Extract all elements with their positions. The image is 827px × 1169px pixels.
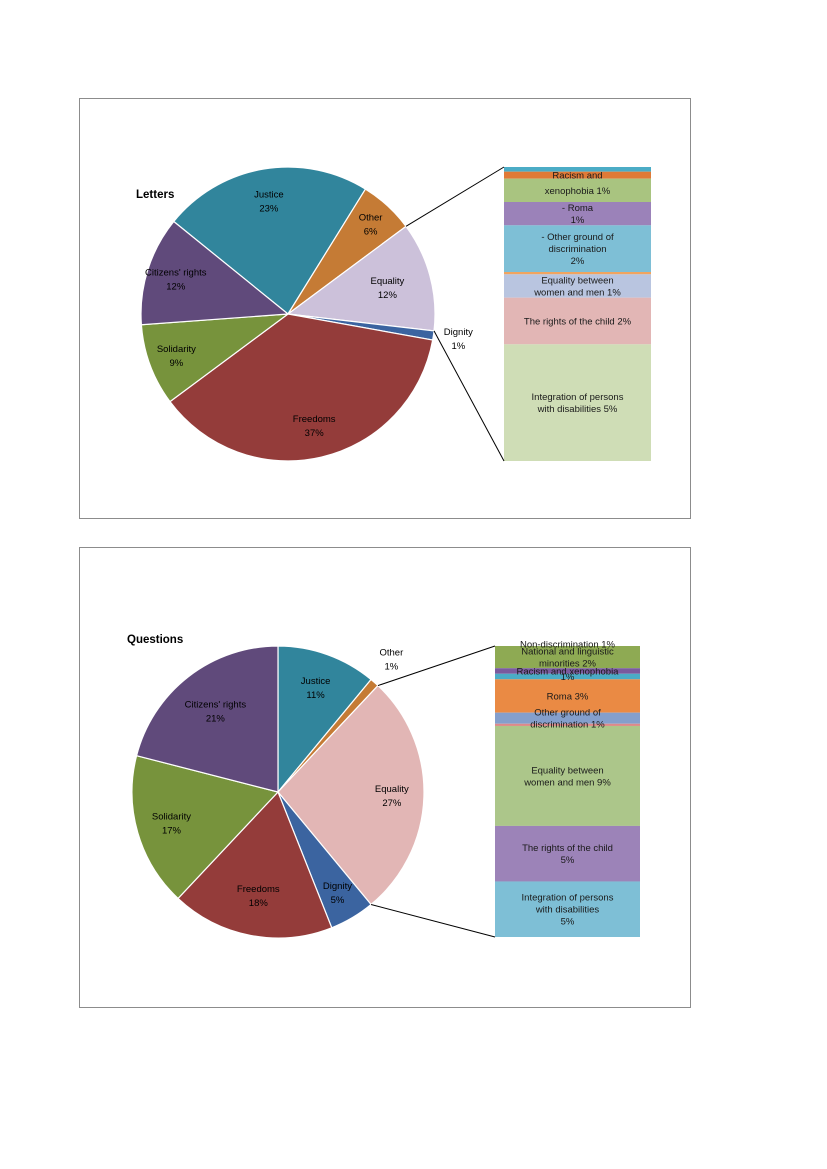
breakdown-label: Integration of persons with disabilities 5… (522, 893, 614, 928)
connector-line-top (377, 645, 496, 687)
breakdown-label: National and linguistic minorities 2% (521, 647, 614, 670)
letters-chart-frame: Letters Justice 23% Other 6% Equality 12% Dign… (79, 98, 691, 519)
slice-label-citizens-rights: Citizens' rights 21% (185, 700, 247, 725)
connector-line-bottom (370, 904, 496, 938)
breakdown-label: Equality between women and men 9% (523, 765, 611, 788)
breakdown-label: Integration of persons with disabilities … (532, 392, 624, 415)
breakdown-segment (504, 171, 651, 179)
pie-slice-citizens-rights (140, 220, 290, 326)
pie-slice-equality (277, 684, 425, 906)
questions-pie-chart: Questions Justice 11% Other 1% Equality 27% Di… (127, 634, 640, 939)
breakdown-label: Roma 3% (547, 691, 589, 702)
pie-slice-equality (286, 225, 436, 332)
slice-label-other: Other 1% (379, 648, 403, 673)
breakdown-segment (504, 225, 651, 272)
slice-label-dignity: Dignity 1% (444, 327, 473, 352)
slice-label-freedoms: Freedoms 37% (293, 414, 336, 439)
breakdown-label: Racism and xenophobia (517, 666, 620, 677)
slice-label-freedoms: Freedoms 18% (237, 884, 280, 909)
breakdown-segment (504, 274, 651, 298)
slice-label-dignity: Dignity 5% (323, 881, 352, 906)
pie-slice-justice (277, 645, 372, 794)
breakdown-segment (504, 202, 651, 226)
breakdown-segment (504, 167, 651, 172)
pie-slice-freedoms (177, 790, 333, 939)
pie-slice-freedoms (169, 313, 434, 462)
breakdown-label: Racism and (552, 171, 602, 182)
slice-label-other: Other 6% (359, 213, 383, 238)
breakdown-segment (495, 725, 640, 826)
breakdown-label: The rights of the child 2% (524, 317, 632, 328)
questions-chart-frame: Questions Justice 11% Other 1% Equality 27% Di… (79, 547, 691, 1008)
breakdown-segment (495, 668, 640, 674)
breakdown-segment (504, 344, 651, 461)
chart-title: Questions (127, 634, 183, 646)
slice-label-justice: Justice 23% (254, 189, 284, 214)
breakdown-segment (495, 723, 640, 726)
breakdown-segment (504, 272, 651, 275)
breakdown-label: Equality between women and men 1% (533, 276, 621, 299)
pie-slice-solidarity (131, 754, 280, 900)
breakdown-segment (495, 673, 640, 680)
breakdown-label: Other ground of discrimination 1% (530, 708, 605, 731)
slice-label-solidarity: Solidarity 17% (152, 811, 191, 836)
pie-slice-citizens-rights (135, 645, 279, 793)
breakdown-segment (495, 646, 640, 669)
slice-label-citizens-rights: Citizens' rights 12% (145, 267, 207, 292)
slice-label-equality: Equality 27% (375, 784, 409, 809)
breakdown-label: xenophobia 1% (545, 186, 611, 197)
breakdown-segment (504, 178, 651, 202)
connector-line-top (405, 166, 505, 227)
breakdown-label: - Roma 1% (562, 203, 594, 226)
pie-slice-justice (172, 166, 367, 315)
slice-label-equality: Equality 12% (370, 276, 404, 301)
breakdown-segment (504, 297, 651, 345)
breakdown-segment (495, 825, 640, 882)
breakdown-segment (495, 712, 640, 724)
breakdown-label: 1% (561, 672, 575, 683)
breakdown-label: - Other ground of discrimination 2% (541, 232, 614, 267)
letters-pie-chart: Letters Justice 23% Other 6% Equality 12% Dign… (136, 166, 651, 462)
breakdown-segment (495, 881, 640, 937)
slice-label-solidarity: Solidarity 9% (157, 344, 196, 369)
slice-label-justice: Justice 11% (301, 676, 331, 701)
chart-title: Letters (136, 189, 174, 201)
connector-line-bottom (433, 330, 505, 462)
breakdown-segment (495, 679, 640, 713)
pie-slice-solidarity (140, 313, 291, 403)
breakdown-label: The rights of the child 5% (522, 843, 613, 866)
breakdown-label: Non-discrimination 1% (520, 640, 616, 651)
